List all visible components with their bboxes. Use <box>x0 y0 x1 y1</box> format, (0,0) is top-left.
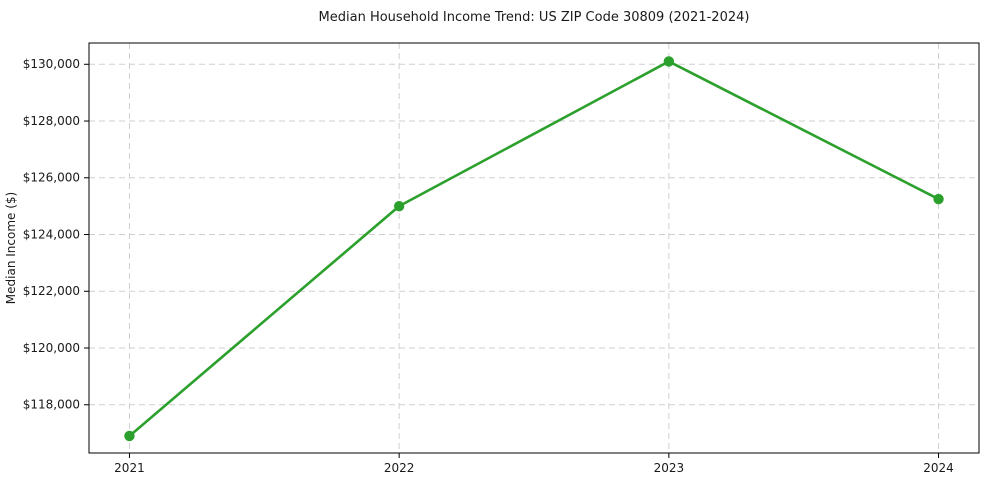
data-point-marker <box>124 430 135 442</box>
plot-area: $118,000 $120,000 $122,000 $124,000 $126,000… <box>23 42 980 475</box>
y-tick-label: $118,000 <box>23 398 80 412</box>
axes-spines <box>88 42 980 454</box>
x-tick-label: 2024 <box>923 461 954 475</box>
chart-title: Median Household Income Trend: US ZIP Co… <box>319 10 750 25</box>
y-tick-label: $120,000 <box>23 341 80 355</box>
x-tick-label: 2021 <box>114 461 145 475</box>
y-tick-label: $126,000 <box>23 171 80 185</box>
y-tick-label: $124,000 <box>23 227 80 241</box>
y-axis-label: Median Income ($) <box>4 192 18 304</box>
data-point-marker <box>933 193 944 205</box>
trend-line <box>128 60 940 438</box>
x-tick-label: 2022 <box>384 461 415 475</box>
y-tick-label: $130,000 <box>23 57 80 71</box>
y-tick-label: $122,000 <box>23 284 80 298</box>
data-point-marker <box>663 56 675 67</box>
y-tick-label: $128,000 <box>23 114 80 128</box>
x-tick-label: 2023 <box>654 461 685 475</box>
data-point-marker <box>393 200 405 212</box>
